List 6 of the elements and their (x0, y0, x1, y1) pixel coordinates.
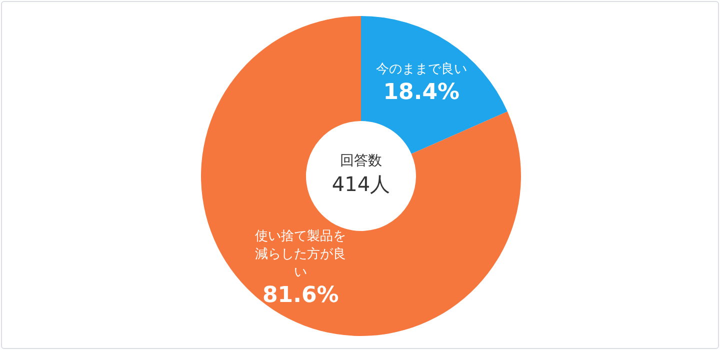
data-label: 18.4% (383, 80, 460, 105)
text: 回答数 (340, 153, 382, 169)
slice-label: 使い捨て製品を減らした方が良い (255, 229, 346, 280)
slice-label: 今のままで良い (376, 62, 467, 77)
text: 414人 (332, 172, 390, 196)
data-label: 81.6% (262, 283, 339, 308)
